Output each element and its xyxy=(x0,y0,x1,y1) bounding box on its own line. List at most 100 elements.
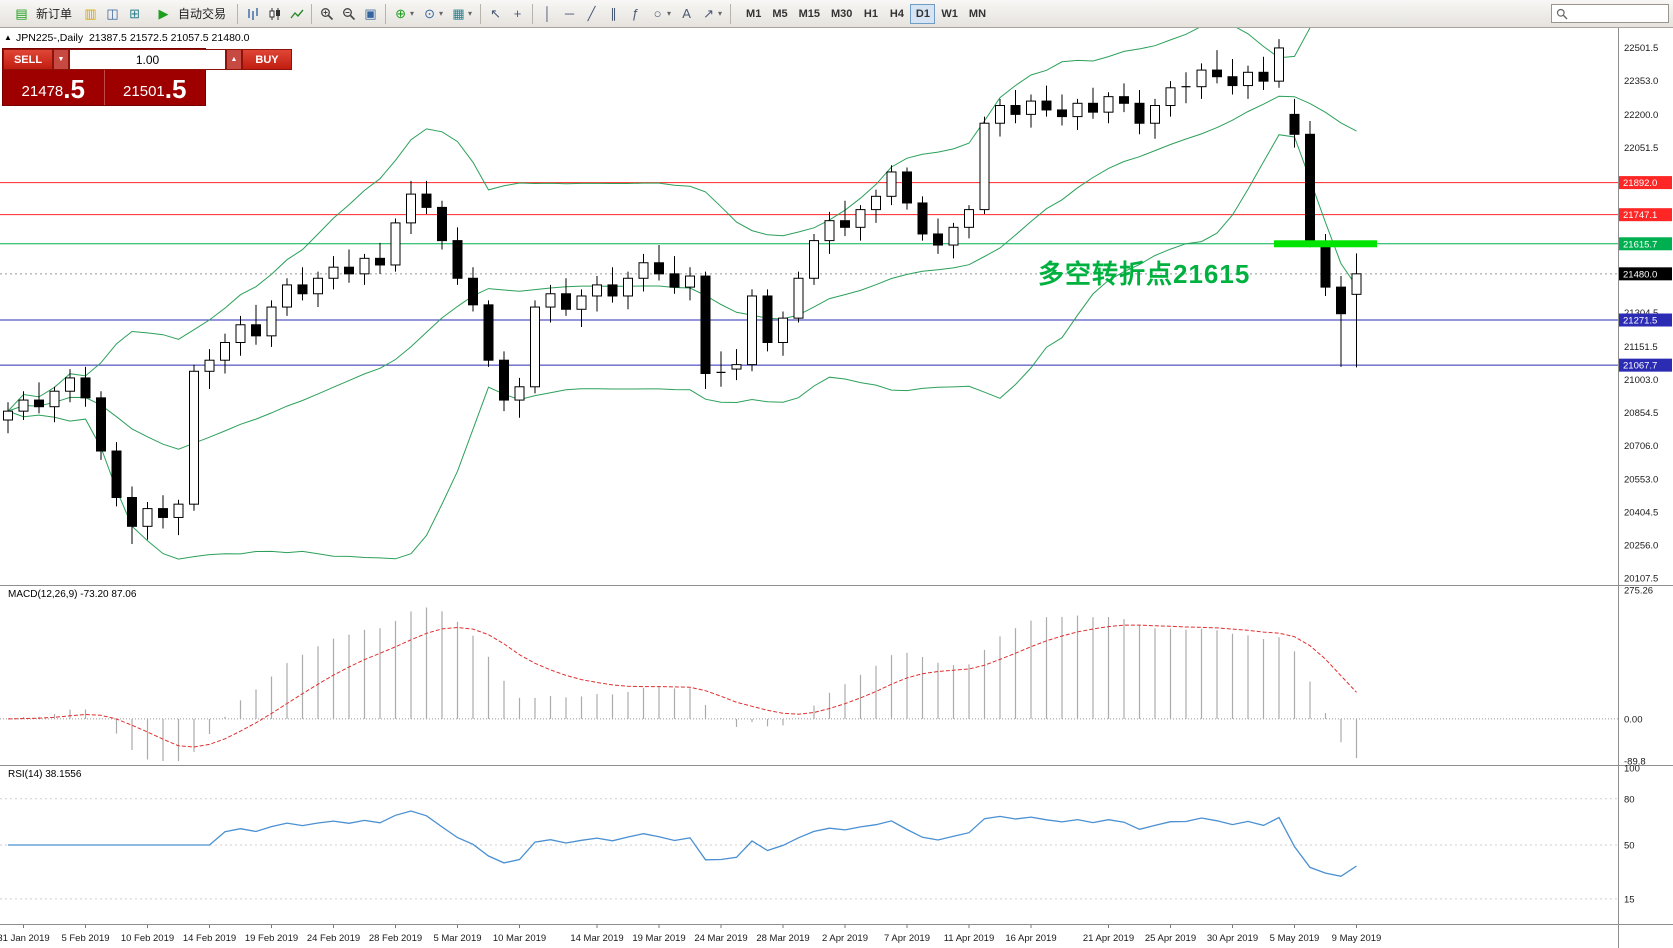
timeframe-button-h1[interactable]: H1 xyxy=(863,7,878,20)
new-order-button[interactable]: ▤ 新订单 xyxy=(4,2,79,25)
timeframe-button-h4[interactable]: H4 xyxy=(889,7,904,20)
candle xyxy=(886,171,897,197)
timeframe-button-m15[interactable]: M15 xyxy=(798,7,820,20)
candle xyxy=(933,233,943,246)
rsi-axis-label: 80 xyxy=(1624,794,1635,805)
candle xyxy=(1351,273,1362,295)
price-tick: 21304.5 xyxy=(1624,308,1658,319)
trendline-tool-icon[interactable]: ╱ xyxy=(587,5,596,21)
rsi-axis-label: 50 xyxy=(1624,841,1635,852)
chart-corner-arrow-icon[interactable]: ▲ xyxy=(4,33,12,42)
volume-input[interactable] xyxy=(69,49,226,70)
periods-caret-icon[interactable]: ▾ xyxy=(439,9,444,18)
candle xyxy=(173,503,184,518)
candle xyxy=(731,364,742,370)
arrows-tool-icon[interactable]: ↗ xyxy=(703,5,714,21)
templates-caret-icon[interactable]: ▾ xyxy=(468,9,473,18)
candle xyxy=(685,275,695,288)
candle xyxy=(917,202,928,235)
indicators-icon[interactable]: ⊕ xyxy=(395,5,406,21)
candle xyxy=(328,266,339,279)
charts-grid-icon[interactable]: ◫ xyxy=(106,5,119,21)
date-label: 21 Apr 2019 xyxy=(1083,933,1134,944)
tile-windows-icon[interactable]: ▣ xyxy=(364,5,377,21)
timeframe-button-d1[interactable]: D1 xyxy=(910,3,936,24)
candle xyxy=(762,295,773,343)
text-tool-icon[interactable]: A xyxy=(682,6,691,21)
volume-down-button[interactable]: ▼ xyxy=(53,49,69,70)
candle xyxy=(297,284,308,295)
crosshair-icon[interactable]: + xyxy=(513,6,522,21)
horizontal-line-tool-icon[interactable]: ─ xyxy=(564,6,575,21)
fibonacci-tool-icon[interactable]: ƒ xyxy=(631,6,640,21)
price-tick: 21003.0 xyxy=(1624,375,1658,386)
level-21067.7-badge xyxy=(1619,358,1672,372)
macd-axis-label: 275.26 xyxy=(1624,586,1653,597)
date-label: 9 May 2019 xyxy=(1332,933,1382,944)
line-chart-icon[interactable] xyxy=(286,3,307,25)
candle xyxy=(1258,71,1269,82)
candle xyxy=(1243,71,1253,87)
candle xyxy=(189,370,199,505)
price-tick: 22501.5 xyxy=(1624,43,1658,54)
level-21067.7-label: 21067.7 xyxy=(1623,361,1657,372)
current-price-badge xyxy=(1619,267,1672,281)
profiles-icon[interactable]: ▥ xyxy=(84,5,97,21)
macd-axis-label: 0.00 xyxy=(1624,714,1643,725)
zoom-in-icon[interactable] xyxy=(316,3,337,25)
date-label: 5 May 2019 xyxy=(1270,933,1320,944)
channel-tool-icon[interactable]: ∥ xyxy=(610,5,617,21)
buy-price-display[interactable]: 21501 .5 xyxy=(105,70,206,105)
timeframe-button-m30[interactable]: M30 xyxy=(831,7,853,20)
cursor-icon[interactable]: ↖ xyxy=(490,5,501,21)
date-label: 19 Mar 2019 xyxy=(632,933,685,944)
candlestick-chart-icon[interactable] xyxy=(264,3,285,25)
date-label: 19 Feb 2019 xyxy=(245,933,298,944)
search-input[interactable] xyxy=(1571,7,1663,20)
candle xyxy=(1057,109,1067,118)
bar-chart-icon[interactable] xyxy=(242,3,263,25)
time-axis[interactable]: 31 Jan 2019 5 Feb 2019 10 Feb 2019 14 Feb 2… xyxy=(0,925,1381,944)
candle xyxy=(468,277,478,306)
new-window-icon[interactable]: ⊞ xyxy=(129,5,140,21)
search-icon xyxy=(1556,8,1568,19)
search-box[interactable] xyxy=(1551,4,1669,23)
candle xyxy=(96,397,106,452)
candle xyxy=(840,220,850,228)
autotrade-button[interactable]: ▶ 自动交易 xyxy=(146,2,233,25)
templates-icon[interactable]: ▦ xyxy=(452,5,465,21)
candle xyxy=(1119,96,1129,104)
shapes-tool-icon[interactable]: ○ xyxy=(653,6,662,21)
timeframe-button-mn[interactable]: MN xyxy=(968,7,987,20)
candle xyxy=(1041,100,1052,111)
buy-button[interactable]: BUY xyxy=(242,49,292,70)
sell-button[interactable]: SELL xyxy=(3,49,53,70)
candle xyxy=(1289,113,1300,135)
sell-price-display[interactable]: 21478 .5 xyxy=(3,70,105,105)
shapes-caret-icon[interactable]: ▾ xyxy=(667,9,672,18)
candle xyxy=(1212,69,1222,78)
vertical-line-tool-icon[interactable]: │ xyxy=(543,6,552,21)
buy-price-int: 21501 xyxy=(123,83,165,100)
candle xyxy=(1274,47,1284,82)
price-tick: 22051.5 xyxy=(1624,143,1658,154)
timeframe-button-m5[interactable]: M5 xyxy=(772,7,788,20)
sell-price-dec: .5 xyxy=(63,74,85,104)
volume-up-button[interactable]: ▲ xyxy=(226,49,242,70)
date-label: 11 Apr 2019 xyxy=(944,933,995,944)
candle xyxy=(65,377,75,392)
arrows-caret-icon[interactable]: ▾ xyxy=(718,9,723,18)
indicators-caret-icon[interactable]: ▾ xyxy=(410,9,415,18)
timeframe-button-m1[interactable]: M1 xyxy=(746,7,762,20)
price-axis[interactable]: 22501.5 22353.0 22200.0 22051.5 21304.5 21151… xyxy=(1619,43,1672,584)
timeframe-button-w1[interactable]: W1 xyxy=(941,7,958,20)
candle xyxy=(483,304,494,361)
candle xyxy=(948,226,959,246)
date-label: 10 Feb 2019 xyxy=(121,933,174,944)
macd-axis-label: -89.8 xyxy=(1624,757,1646,768)
pivot-annotation: 多空转折点21615 xyxy=(1038,259,1251,289)
zoom-out-icon[interactable] xyxy=(338,3,359,25)
periods-icon[interactable]: ⊙ xyxy=(424,5,435,21)
pivot-highlight-segment[interactable] xyxy=(1274,240,1377,248)
